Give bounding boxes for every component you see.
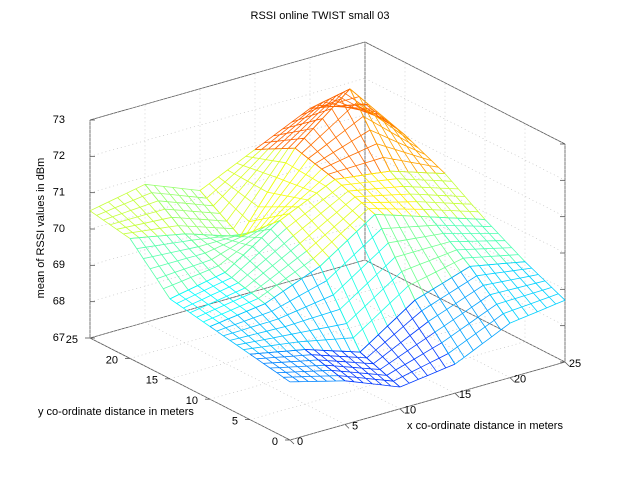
surface-cell [374, 213, 471, 301]
x-tick-label: 10 [404, 405, 416, 417]
y-tick-label: 25 [66, 334, 78, 346]
axis-line [289, 361, 566, 441]
grid-line [89, 150, 366, 230]
surface-cell [264, 265, 361, 353]
tick-mark [564, 361, 570, 367]
grid-line [89, 114, 366, 193]
surface-cell [304, 349, 401, 388]
z-axis-label: mean of RSSI values in dBm [35, 158, 47, 299]
grid-line [364, 114, 566, 217]
z-tick-label: 68 [53, 296, 65, 308]
surface-cell [349, 88, 446, 174]
grid-line [364, 187, 566, 290]
y-tick-label: 0 [272, 436, 278, 448]
axis-line [89, 41, 366, 121]
surface-cell [389, 170, 486, 220]
x-tick-label: 0 [297, 436, 303, 448]
y-tick-label: 10 [186, 395, 198, 407]
y-tick-label: 20 [106, 354, 118, 366]
surface-cell [209, 303, 306, 355]
surface-cell [469, 261, 566, 324]
y-tick-label: 15 [146, 375, 158, 387]
y-tick-label: 5 [232, 416, 238, 428]
surface-cell [249, 349, 346, 383]
x-tick-label: 25 [569, 358, 581, 370]
tick-mark [399, 408, 405, 414]
x-axis-label: x co-ordinate distance in meters [407, 420, 563, 432]
surface-cell [199, 147, 296, 237]
surface-cell [319, 214, 416, 353]
grid-line [364, 223, 566, 326]
chart-title: RSSI online TWIST small 03 [251, 10, 390, 22]
surface-cell [89, 183, 186, 239]
x-tick-label: 5 [352, 420, 358, 432]
surface-cell [279, 179, 376, 267]
z-tick-label: 71 [53, 187, 65, 199]
grid-line [199, 306, 401, 410]
tick-mark [509, 377, 515, 382]
grid-line [364, 259, 566, 363]
z-tick-label: 69 [53, 259, 65, 271]
surface-cell [239, 147, 336, 237]
surface-cell [429, 216, 526, 267]
surface-cell [414, 266, 511, 365]
tick-mark [344, 424, 350, 429]
tick-mark [454, 392, 460, 398]
axis-line [89, 259, 366, 339]
z-tick-label: 67 [53, 332, 65, 344]
grid-line [309, 275, 511, 378]
grid-line [364, 150, 566, 254]
x-tick-label: 15 [459, 389, 471, 401]
surface-cell [294, 88, 391, 180]
grid-line [364, 78, 566, 181]
x-tick-label: 20 [514, 374, 526, 386]
grid-line [144, 322, 346, 425]
grid-line [89, 337, 291, 441]
y-axis-label: y co-ordinate distance in meters [38, 406, 194, 418]
z-tick-label: 73 [53, 114, 65, 126]
z-tick-label: 70 [53, 223, 65, 235]
z-tick-label: 72 [53, 150, 65, 162]
tick-mark [289, 439, 295, 445]
surface-cell [359, 299, 456, 388]
surface-cell [224, 220, 321, 305]
grid-line [364, 41, 566, 145]
